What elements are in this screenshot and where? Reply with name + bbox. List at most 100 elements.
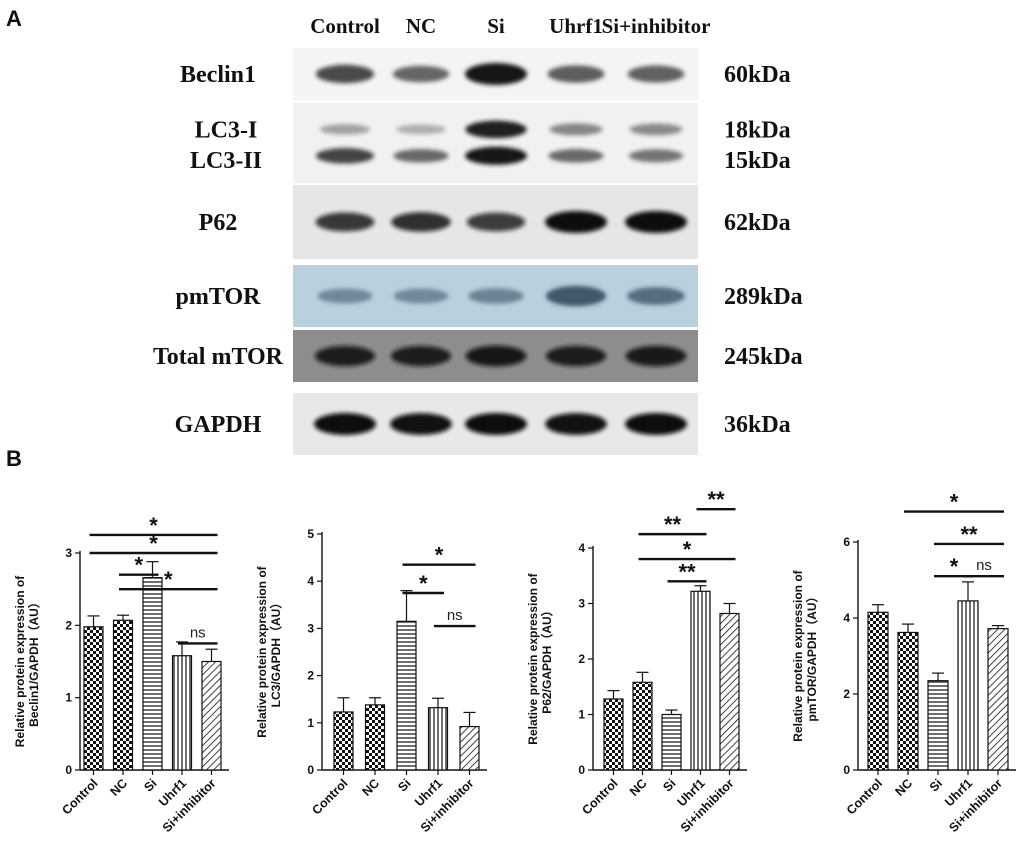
x-tick-label: Si — [395, 776, 413, 794]
x-tick-label: NC — [627, 776, 650, 799]
kda-label: 245kDa — [724, 344, 803, 370]
blot-label: Total mTOR — [153, 344, 284, 370]
blot-band — [392, 65, 450, 83]
y-tick-label: 1 — [578, 708, 585, 722]
blot-row: LC3-I LC3-II 18kDa 15kDa — [190, 103, 791, 183]
blot-label: Beclin1 — [180, 62, 256, 88]
bar — [201, 660, 222, 771]
blot-band — [465, 120, 527, 139]
y-tick-label: 2 — [307, 669, 314, 683]
y-tick-label: 2 — [843, 687, 850, 701]
blot-row: GAPDH 36kDa — [175, 393, 791, 455]
x-tick-label: Si — [141, 776, 159, 794]
blot-label: pmTOR — [176, 284, 262, 310]
significance-label: ns — [447, 607, 463, 624]
bar — [897, 631, 919, 771]
blot-label: GAPDH — [175, 412, 262, 438]
y-axis-title: Relative protein expression of — [255, 565, 269, 737]
bar-chart: 0 2 4 6 Relative protein expression of pmTOR/… — [791, 490, 1016, 835]
x-tick-label: Si — [927, 776, 945, 794]
bar-chart: 0 1 2 3 4 Relative protein expression of P62/G… — [526, 487, 747, 835]
blot-row: Beclin1 60kDa — [180, 48, 791, 100]
y-axis-title: Relative protein expression of — [526, 572, 540, 744]
bar-chart: 0 1 2 3 Relative protein expression of Beclin… — [13, 513, 229, 835]
blot-row: Total mTOR 245kDa — [153, 330, 803, 382]
lane-label: Control — [310, 14, 380, 38]
kda-label: 18kDa — [724, 117, 791, 143]
kda-label: 36kDa — [724, 412, 791, 438]
lane-label: Si+inhibitor — [602, 14, 711, 38]
bar — [364, 704, 386, 771]
kda-label: 289kDa — [724, 284, 803, 310]
y-axis-title: LC3/GAPDH（AU） — [268, 597, 283, 708]
x-tick-label: NC — [359, 776, 382, 799]
y-tick-label: 1 — [307, 716, 314, 730]
blot-band — [629, 123, 683, 136]
y-tick-label: 0 — [307, 763, 314, 777]
blot-band — [319, 124, 371, 135]
y-tick-label: 3 — [307, 621, 314, 635]
blot-label: P62 — [199, 210, 238, 236]
blot-band — [625, 413, 687, 435]
blot-row: P62 62kDa — [199, 185, 791, 259]
bar — [83, 626, 104, 771]
blot-band — [315, 148, 375, 164]
significance-label: ** — [707, 487, 725, 512]
blot-band — [390, 345, 452, 367]
blot-band — [393, 149, 449, 163]
blot-band — [465, 345, 527, 367]
blot-band — [396, 124, 446, 135]
blot-band — [465, 63, 527, 85]
significance-label: * — [950, 554, 959, 579]
bar — [603, 698, 624, 771]
x-tick-label: NC — [107, 776, 130, 799]
x-tick-label: Control — [579, 776, 620, 817]
blot-band — [465, 413, 527, 435]
blot-band — [393, 288, 449, 304]
bar — [427, 707, 449, 771]
y-axis-title: Relative protein expression of — [13, 575, 27, 747]
significance-label: * — [683, 537, 692, 562]
western-blot-panel: Beclin1 60kDa LC3-I LC3-II 18kDa 15kDa P62 62kD… — [153, 48, 803, 455]
bar — [112, 619, 134, 771]
bar — [459, 725, 480, 771]
blot-band — [465, 146, 527, 165]
kda-label: 62kDa — [724, 210, 791, 236]
lane-label: Uhrf1 — [549, 14, 603, 38]
blot-band — [391, 212, 451, 232]
significance-label: ** — [960, 522, 978, 547]
blot-band — [468, 288, 524, 304]
bar — [632, 681, 653, 771]
bar — [171, 655, 193, 771]
blot-band — [547, 65, 605, 83]
blot-band — [390, 413, 452, 435]
significance-label: * — [950, 490, 959, 515]
y-tick-label: 1 — [65, 691, 72, 705]
blot-row: pmTOR 289kDa — [176, 265, 803, 327]
bar — [927, 680, 949, 771]
bar — [396, 620, 417, 771]
blot-band — [548, 149, 604, 163]
significance-label: ns — [976, 557, 992, 574]
significance-label: * — [149, 513, 158, 538]
significance-label: * — [134, 553, 143, 578]
significance-label: * — [149, 531, 158, 556]
bar — [987, 628, 1009, 771]
x-tick-label: Control — [844, 776, 885, 817]
bar — [867, 611, 889, 771]
blot-band — [545, 285, 607, 307]
bar — [142, 576, 163, 771]
significance-label: * — [164, 567, 173, 592]
significance-label: ** — [678, 559, 696, 584]
blot-label: LC3-I — [195, 117, 258, 143]
blot-band — [545, 345, 607, 367]
significance-label: * — [419, 571, 428, 596]
y-tick-label: 6 — [843, 535, 850, 549]
blot-band — [549, 123, 603, 136]
y-tick-label: 2 — [65, 618, 72, 632]
x-tick-label: Control — [59, 776, 100, 817]
lane-label: NC — [406, 14, 436, 38]
y-axis-title: Beclin1/GAPDH（AU） — [26, 596, 41, 727]
